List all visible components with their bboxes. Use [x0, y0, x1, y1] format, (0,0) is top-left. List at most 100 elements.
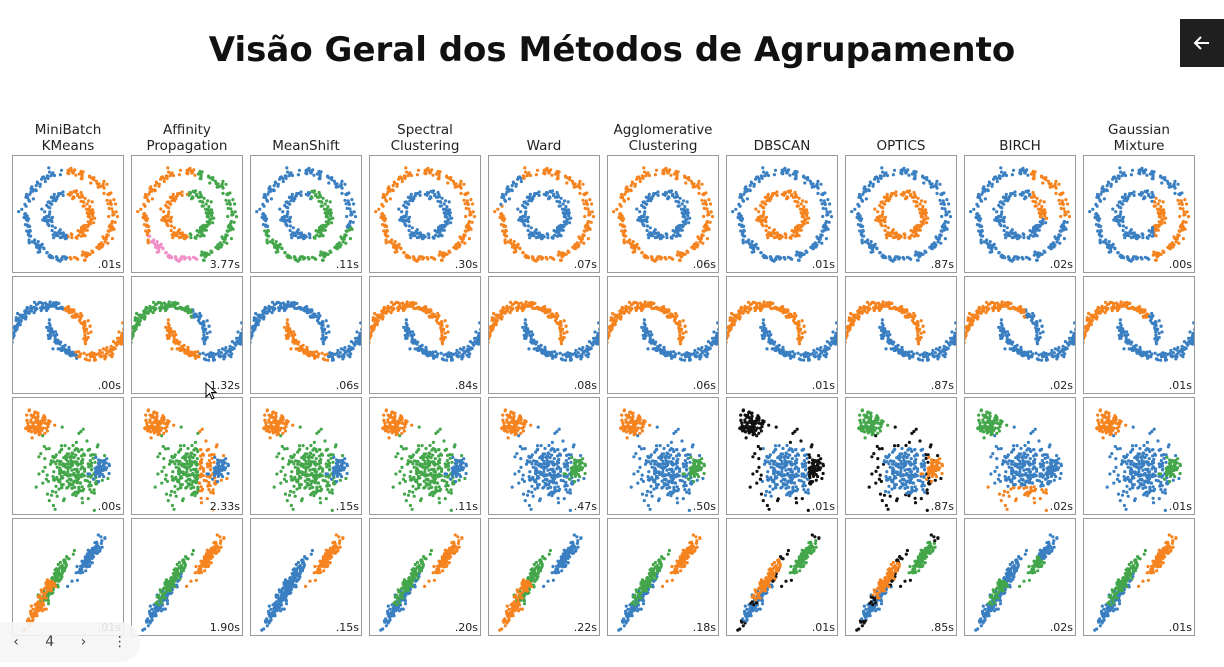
data-point	[77, 314, 81, 319]
scatter-panel: .00s	[12, 397, 124, 515]
data-point	[293, 459, 298, 463]
data-point	[134, 324, 138, 328]
data-point	[283, 215, 287, 219]
data-point	[426, 191, 431, 195]
data-point	[103, 536, 107, 540]
data-point	[307, 458, 311, 462]
data-point	[178, 566, 182, 570]
data-point	[171, 173, 176, 178]
data-point	[202, 555, 206, 559]
data-point	[243, 335, 244, 338]
data-point	[59, 340, 63, 344]
data-point	[312, 453, 316, 457]
data-point	[31, 415, 35, 419]
data-point	[162, 416, 166, 420]
data-point	[308, 468, 312, 472]
data-point	[397, 175, 402, 179]
data-point	[292, 484, 296, 488]
data-point	[68, 255, 72, 260]
data-point	[205, 472, 209, 476]
data-point	[309, 483, 313, 487]
data-point	[39, 606, 43, 610]
data-point	[83, 555, 87, 559]
data-point	[362, 335, 363, 338]
data-point	[92, 508, 96, 512]
data-point	[75, 467, 79, 471]
data-point	[219, 539, 223, 543]
data-point	[84, 569, 88, 573]
data-point	[409, 236, 413, 240]
data-point	[317, 462, 321, 466]
data-point	[169, 224, 173, 228]
data-point	[63, 472, 67, 476]
data-point	[323, 565, 327, 569]
data-point	[63, 343, 67, 347]
data-point	[300, 558, 304, 562]
data-point	[122, 328, 123, 331]
data-point	[265, 198, 269, 202]
data-point	[86, 474, 90, 478]
data-point	[184, 479, 188, 483]
data-point	[299, 193, 303, 197]
data-point	[117, 340, 121, 344]
data-point	[317, 199, 321, 203]
data-point	[193, 440, 197, 444]
data-point	[310, 480, 314, 484]
data-point	[169, 460, 173, 464]
data-point	[415, 173, 419, 177]
data-point	[155, 429, 159, 433]
data-point	[238, 340, 242, 344]
data-point	[52, 330, 56, 334]
data-point	[152, 238, 156, 242]
data-point	[41, 601, 45, 605]
back-button[interactable]	[1180, 19, 1224, 67]
data-point	[275, 420, 279, 424]
data-point	[217, 348, 221, 353]
data-point	[40, 428, 44, 432]
data-point	[175, 562, 179, 567]
data-point	[333, 542, 337, 546]
data-point	[50, 304, 54, 308]
data-point	[240, 321, 242, 325]
data-point	[74, 236, 78, 240]
data-point	[40, 175, 45, 179]
data-point	[352, 210, 356, 214]
data-point	[400, 306, 405, 310]
data-point	[54, 462, 58, 466]
data-point	[34, 188, 38, 192]
data-point	[157, 250, 161, 254]
data-point	[154, 604, 158, 608]
data-point	[29, 234, 33, 238]
data-point	[76, 257, 80, 261]
data-point	[441, 207, 446, 211]
data-point	[54, 453, 58, 457]
data-point	[157, 425, 161, 429]
data-point	[429, 196, 433, 200]
data-point	[165, 200, 169, 204]
data-point	[217, 468, 221, 472]
data-point	[281, 465, 285, 469]
data-point	[323, 353, 327, 357]
data-point	[87, 199, 91, 203]
data-point	[326, 483, 330, 487]
data-point	[45, 583, 50, 587]
data-point	[197, 317, 201, 321]
data-point	[319, 250, 323, 254]
data-point	[160, 418, 164, 423]
data-point	[47, 499, 51, 503]
data-point	[53, 337, 57, 341]
data-point	[163, 477, 167, 481]
data-point	[207, 459, 211, 463]
data-point	[171, 583, 175, 587]
data-point	[199, 454, 203, 458]
data-point	[265, 238, 269, 242]
data-point	[91, 477, 96, 481]
data-point	[75, 564, 79, 569]
data-point	[43, 210, 47, 214]
data-point	[267, 420, 271, 424]
data-point	[182, 349, 187, 354]
data-point	[434, 233, 438, 237]
data-point	[92, 488, 96, 492]
data-point	[345, 214, 349, 219]
data-point	[271, 308, 275, 312]
